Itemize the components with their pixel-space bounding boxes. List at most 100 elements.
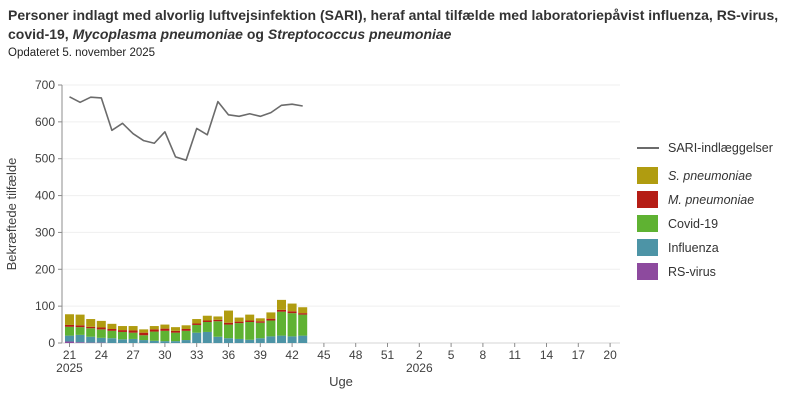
sari-line bbox=[69, 96, 303, 161]
x-tick-label: 30 bbox=[158, 348, 172, 362]
bar-segment-m-pneumoniae bbox=[149, 329, 159, 332]
bar-segment-s-pneumoniae bbox=[192, 319, 202, 324]
legend-label: S. pneumoniae bbox=[668, 168, 753, 183]
bar-segment-s-pneumoniae bbox=[149, 326, 159, 330]
bar-segment-covid-19 bbox=[118, 331, 127, 340]
bar-segment-s-pneumoniae bbox=[160, 324, 170, 329]
legend-label: RS-virus bbox=[668, 264, 716, 279]
legend-label: Covid-19 bbox=[668, 216, 719, 231]
y-tick-label: 500 bbox=[35, 152, 55, 166]
bar-segment-influenza bbox=[287, 336, 297, 343]
bar-segment-covid-19 bbox=[107, 330, 117, 339]
x-tick-label: 45 bbox=[317, 348, 331, 362]
title-latin-name: Streptococcus pneumoniae bbox=[267, 26, 452, 42]
legend-item-sari-indlaeggelser: SARI-indlæggelser bbox=[637, 139, 773, 157]
bar-segment-s-pneumoniae bbox=[118, 326, 127, 331]
x-axis-title: Uge bbox=[329, 374, 353, 389]
bar-segment-influenza bbox=[234, 338, 244, 343]
bar-segment-m-pneumoniae bbox=[245, 320, 255, 322]
bar-segment-influenza bbox=[181, 340, 191, 343]
x-tick-label: 33 bbox=[190, 348, 204, 362]
bar-segment-m-pneumoniae bbox=[255, 321, 265, 323]
bar-segment-m-pneumoniae bbox=[234, 321, 244, 324]
y-tick-label: 0 bbox=[48, 336, 55, 350]
y-tick-label: 700 bbox=[35, 78, 55, 92]
bar-segment-covid-19 bbox=[277, 311, 286, 336]
legend-color-swatch bbox=[637, 215, 658, 232]
x-tick-label: 48 bbox=[349, 348, 363, 362]
bar-segment-s-pneumoniae bbox=[298, 307, 308, 314]
bar-segment-m-pneumoniae bbox=[75, 325, 85, 328]
bar-segment-m-pneumoniae bbox=[65, 324, 74, 327]
legend-color-swatch bbox=[637, 167, 658, 184]
bar-segment-m-pneumoniae bbox=[171, 330, 180, 333]
bar-segment-m-pneumoniae bbox=[107, 328, 117, 331]
legend-item-rs-virus: RS-virus bbox=[637, 263, 773, 280]
bar-segment-s-pneumoniae bbox=[224, 310, 233, 323]
bar-segment-m-pneumoniae bbox=[266, 318, 276, 321]
chart-title: Personer indlagt med alvorlig luftvejsin… bbox=[8, 6, 796, 44]
bar-segment-s-pneumoniae bbox=[128, 326, 138, 331]
bar-segment-influenza bbox=[139, 340, 149, 343]
bar-segment-m-pneumoniae bbox=[86, 326, 96, 329]
bar-segment-s-pneumoniae bbox=[266, 312, 276, 319]
bar-segment-m-pneumoniae bbox=[213, 319, 223, 322]
legend-label: SARI-indlæggelser bbox=[668, 141, 773, 155]
bar-segment-influenza bbox=[86, 336, 96, 343]
bar-segment-s-pneumoniae bbox=[107, 323, 117, 329]
bar-segment-m-pneumoniae bbox=[287, 311, 297, 314]
x-tick-label: 42 bbox=[285, 348, 299, 362]
bar-segment-rs-virus bbox=[65, 341, 74, 343]
bar-segment-s-pneumoniae bbox=[202, 315, 212, 321]
x-tick-label: 8 bbox=[480, 348, 487, 362]
bar-segment-s-pneumoniae bbox=[86, 319, 96, 327]
bar-segment-m-pneumoniae bbox=[139, 332, 149, 336]
legend-label: Influenza bbox=[668, 240, 719, 255]
legend-color-swatch bbox=[637, 263, 658, 280]
title-latin-name: Mycoplasma pneumoniae bbox=[72, 26, 243, 42]
bar-segment-covid-19 bbox=[65, 326, 74, 336]
bar-segment-covid-19 bbox=[171, 332, 180, 342]
chart-updated-date: Opdateret 5. november 2025 bbox=[8, 47, 156, 59]
y-tick-label: 300 bbox=[35, 225, 55, 239]
bar-segment-s-pneumoniae bbox=[213, 316, 223, 320]
bar-segment-s-pneumoniae bbox=[245, 314, 255, 321]
bar-segment-s-pneumoniae bbox=[171, 327, 180, 331]
chart-header: Personer indlagt med alvorlig luftvejsin… bbox=[8, 6, 796, 59]
bar-segment-covid-19 bbox=[255, 322, 265, 339]
legend-color-swatch bbox=[637, 191, 658, 208]
bar-segment-m-pneumoniae bbox=[118, 330, 127, 332]
bar-segment-covid-19 bbox=[266, 320, 276, 337]
bar-segment-m-pneumoniae bbox=[128, 330, 138, 333]
x-year-label: 2025 bbox=[56, 361, 83, 375]
bar-segment-s-pneumoniae bbox=[181, 325, 191, 329]
x-tick-label: 17 bbox=[572, 348, 586, 362]
bar-segment-covid-19 bbox=[192, 324, 202, 333]
bar-segment-covid-19 bbox=[149, 331, 159, 341]
bar-segment-influenza bbox=[149, 340, 159, 343]
title-text: Personer indlagt med alvorlig luftvejsin… bbox=[8, 7, 779, 42]
x-tick-label: 11 bbox=[508, 348, 521, 362]
bar-segment-influenza bbox=[213, 336, 223, 343]
bar-segment-covid-19 bbox=[224, 324, 233, 339]
bar-segment-covid-19 bbox=[139, 335, 149, 341]
bar-segment-influenza bbox=[255, 338, 265, 343]
bar-segment-influenza bbox=[65, 335, 74, 342]
x-tick-label: 21 bbox=[63, 348, 77, 362]
x-tick-label: 2 bbox=[416, 348, 423, 362]
legend-label: M. pneumoniae bbox=[668, 192, 755, 207]
bar-segment-m-pneumoniae bbox=[160, 328, 170, 331]
bar-segment-influenza bbox=[75, 334, 85, 343]
legend-item-s-pneumoniae: S. pneumoniae bbox=[637, 167, 773, 184]
bar-segment-s-pneumoniae bbox=[139, 329, 149, 333]
bar-segment-rs-virus bbox=[75, 342, 85, 343]
bar-segment-covid-19 bbox=[234, 323, 244, 339]
bar-segment-influenza bbox=[160, 341, 170, 343]
chart-legend: SARI-indlæggelser S. pneumoniae M. pneumon… bbox=[637, 139, 773, 287]
bar-segment-covid-19 bbox=[213, 321, 223, 337]
x-tick-label: 5 bbox=[448, 348, 455, 362]
x-tick-label: 36 bbox=[222, 348, 236, 362]
bar-segment-covid-19 bbox=[86, 328, 96, 337]
bar-segment-influenza bbox=[171, 341, 180, 343]
